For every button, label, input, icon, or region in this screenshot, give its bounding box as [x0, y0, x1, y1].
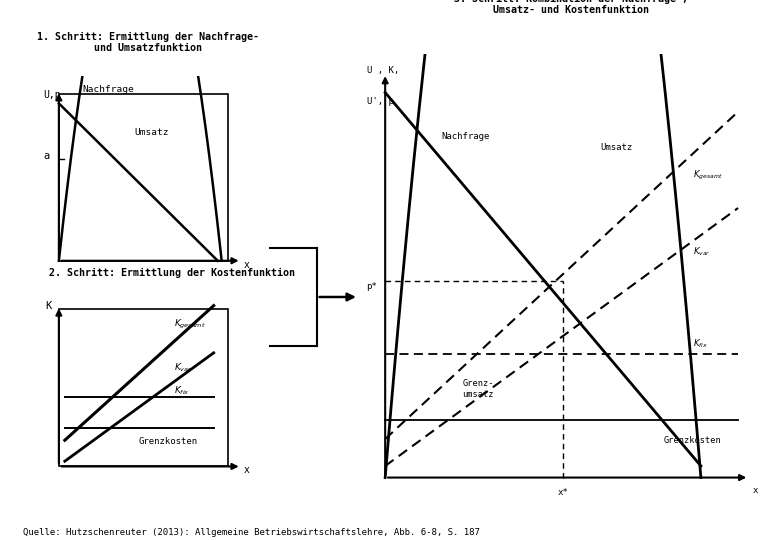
Text: U,p: U,p [43, 90, 61, 100]
Text: $K_{var}$: $K_{var}$ [693, 245, 711, 258]
Text: Nachfrage: Nachfrage [83, 85, 134, 94]
Text: K: K [45, 301, 51, 311]
Text: $K_{fix}$: $K_{fix}$ [693, 338, 708, 350]
Text: U , K,: U , K, [367, 66, 399, 75]
Text: Quelle: Hutzschenreuter (2013): Allgemeine Betriebswirtschaftslehre, Abb. 6-8, S: Quelle: Hutzschenreuter (2013): Allgemei… [23, 528, 480, 537]
Text: Grenz-
umsatz: Grenz- umsatz [463, 379, 494, 399]
Text: $K_{fix}$: $K_{fix}$ [174, 384, 190, 396]
Text: 3. Schritt: Kombination der Nachfrage-,
Umsatz- und Kostenfunktion: 3. Schritt: Kombination der Nachfrage-, … [454, 0, 688, 16]
Text: Umsatz: Umsatz [134, 128, 168, 137]
Text: Nachfrage: Nachfrage [441, 132, 489, 141]
Text: Grenzkosten: Grenzkosten [138, 437, 197, 445]
Text: x*: x* [558, 488, 569, 497]
Text: a: a [43, 151, 49, 161]
Text: $K_{var}$: $K_{var}$ [174, 361, 193, 374]
Text: $K_{gesamt}$: $K_{gesamt}$ [693, 168, 724, 182]
Text: p*: p* [367, 282, 378, 291]
Text: $K_{gesamt}$: $K_{gesamt}$ [174, 318, 206, 331]
Text: x: x [753, 486, 758, 495]
Text: Umsatz: Umsatz [601, 143, 633, 152]
Text: 1. Schritt: Ermittlung der Nachfrage-
und Umsatzfunktion: 1. Schritt: Ermittlung der Nachfrage- un… [37, 32, 259, 53]
Text: x: x [243, 260, 250, 270]
Text: 2. Schritt: Ermittlung der Kostenfunktion: 2. Schritt: Ermittlung der Kostenfunktio… [49, 268, 295, 278]
Text: Grenzkosten: Grenzkosten [664, 436, 722, 445]
Text: x: x [243, 465, 250, 475]
Text: U', p: U', p [367, 97, 393, 106]
